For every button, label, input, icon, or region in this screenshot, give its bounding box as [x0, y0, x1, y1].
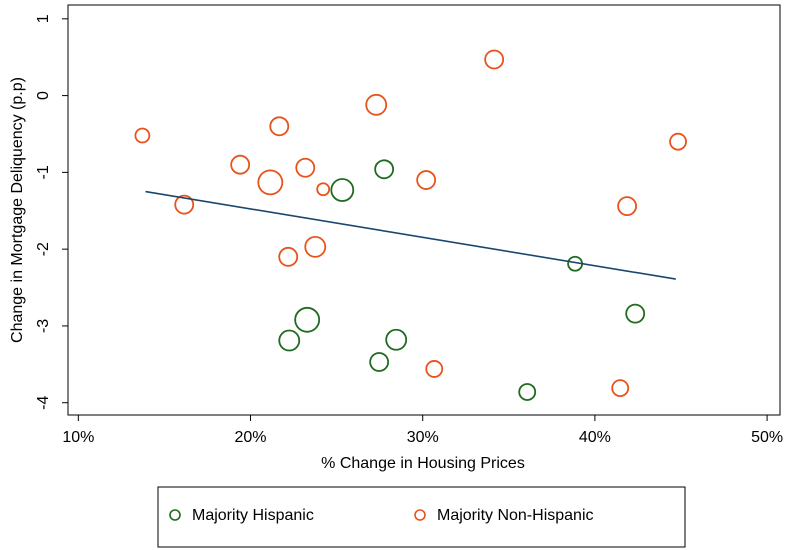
y-tick-label: 0 [35, 91, 52, 100]
data-point [374, 159, 395, 180]
data-point [304, 235, 327, 258]
data-point [316, 182, 331, 197]
data-point [369, 352, 390, 372]
data-point [385, 328, 408, 351]
data-point [134, 127, 151, 144]
legend-marker [169, 509, 181, 521]
data-point [257, 169, 284, 196]
data-point [174, 194, 195, 215]
x-tick-label: 10% [62, 429, 94, 446]
x-tick-label: 40% [579, 429, 611, 446]
x-tick-label: 20% [235, 429, 267, 446]
fit-line [145, 190, 676, 280]
data-point [278, 246, 299, 267]
legend-label: Majority Hispanic [192, 507, 314, 524]
y-tick-label: -1 [35, 165, 52, 179]
legend-label: Majority Non-Hispanic [437, 507, 594, 524]
y-tick-label: -2 [35, 242, 52, 256]
x-tick-label: 30% [407, 429, 439, 446]
data-point [295, 157, 316, 178]
data-point [611, 379, 630, 398]
data-point [617, 196, 637, 217]
data-point [425, 360, 444, 378]
data-point [365, 93, 388, 116]
data-point [278, 329, 301, 352]
data-point [518, 383, 537, 401]
data-point [230, 154, 251, 175]
y-tick-label: -3 [35, 319, 52, 333]
y-axis-label: Change in Mortgage Deliquency (p.p) [9, 77, 26, 343]
x-axis-label: % Change in Housing Prices [321, 455, 525, 472]
y-tick-label: -4 [35, 396, 52, 410]
data-point [269, 116, 290, 137]
data-point [416, 170, 437, 190]
y-tick-label: 1 [35, 14, 52, 23]
plot-frame [67, 4, 781, 416]
data-point [625, 303, 646, 324]
legend-box [157, 486, 686, 548]
x-tick-label: 50% [751, 429, 783, 446]
legend-marker [414, 509, 426, 521]
data-point [484, 49, 505, 70]
data-point [330, 178, 355, 202]
data-point [294, 306, 321, 333]
data-point [669, 132, 687, 151]
